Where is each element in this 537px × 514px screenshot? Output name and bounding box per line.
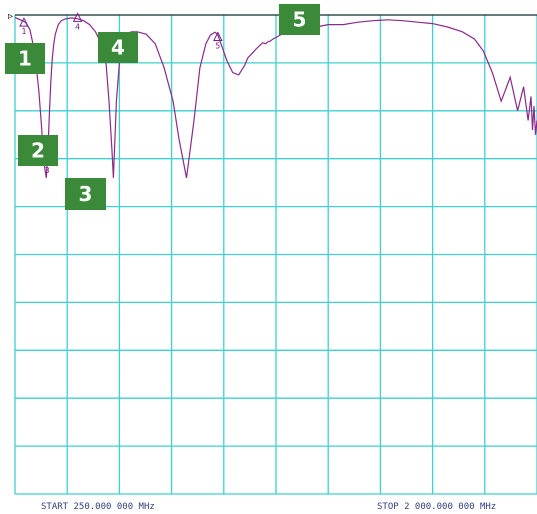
- badge-5: [279, 4, 320, 35]
- badge-3-label: 3: [79, 182, 93, 206]
- start-frequency-label: START 250.000 000 MHz: [41, 502, 155, 512]
- marker-1-number: 1: [21, 27, 26, 36]
- badge-2: [18, 135, 58, 166]
- trace-line: [14, 16, 537, 179]
- marker-5-triangle-icon: [213, 31, 223, 42]
- marker-4-number: 4: [75, 22, 80, 31]
- badge-5-label: 5: [293, 8, 307, 32]
- badge-1: [5, 43, 45, 74]
- badge-1-label: 1: [18, 47, 32, 71]
- reference-marker-icon: ▹: [8, 11, 13, 22]
- badge-2-label: 2: [31, 139, 45, 163]
- marker-3-number: 3: [45, 166, 50, 175]
- badge-3: [65, 178, 106, 210]
- marker-4-triangle-icon: [72, 12, 83, 22]
- stop-frequency-label: STOP 2 000.000 000 MHz: [377, 502, 496, 512]
- marker-1-triangle-icon: [19, 17, 29, 27]
- badge-4: [98, 32, 138, 63]
- badge-4-label: 4: [111, 36, 125, 60]
- marker-5-number: 5: [215, 42, 220, 51]
